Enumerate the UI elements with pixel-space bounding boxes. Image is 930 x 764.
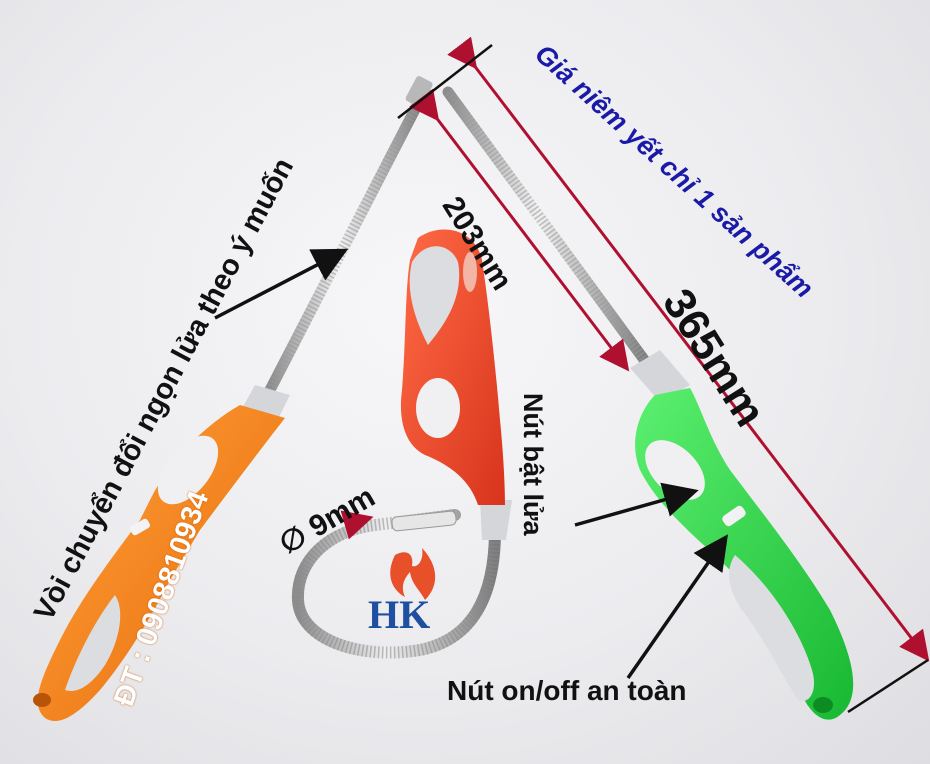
pointer-arrows (214, 248, 728, 679)
dimension-lines (340, 36, 930, 714)
safety-switch-label: Nút on/off an toàn (447, 675, 687, 706)
red-lighter (291, 229, 512, 659)
orange-lighter (33, 76, 433, 722)
green-lighter (442, 86, 854, 720)
logo-text: HK (368, 592, 430, 637)
brand-logo: HK (368, 548, 436, 637)
ignite-button-label: Nút bật lửa (518, 393, 548, 536)
